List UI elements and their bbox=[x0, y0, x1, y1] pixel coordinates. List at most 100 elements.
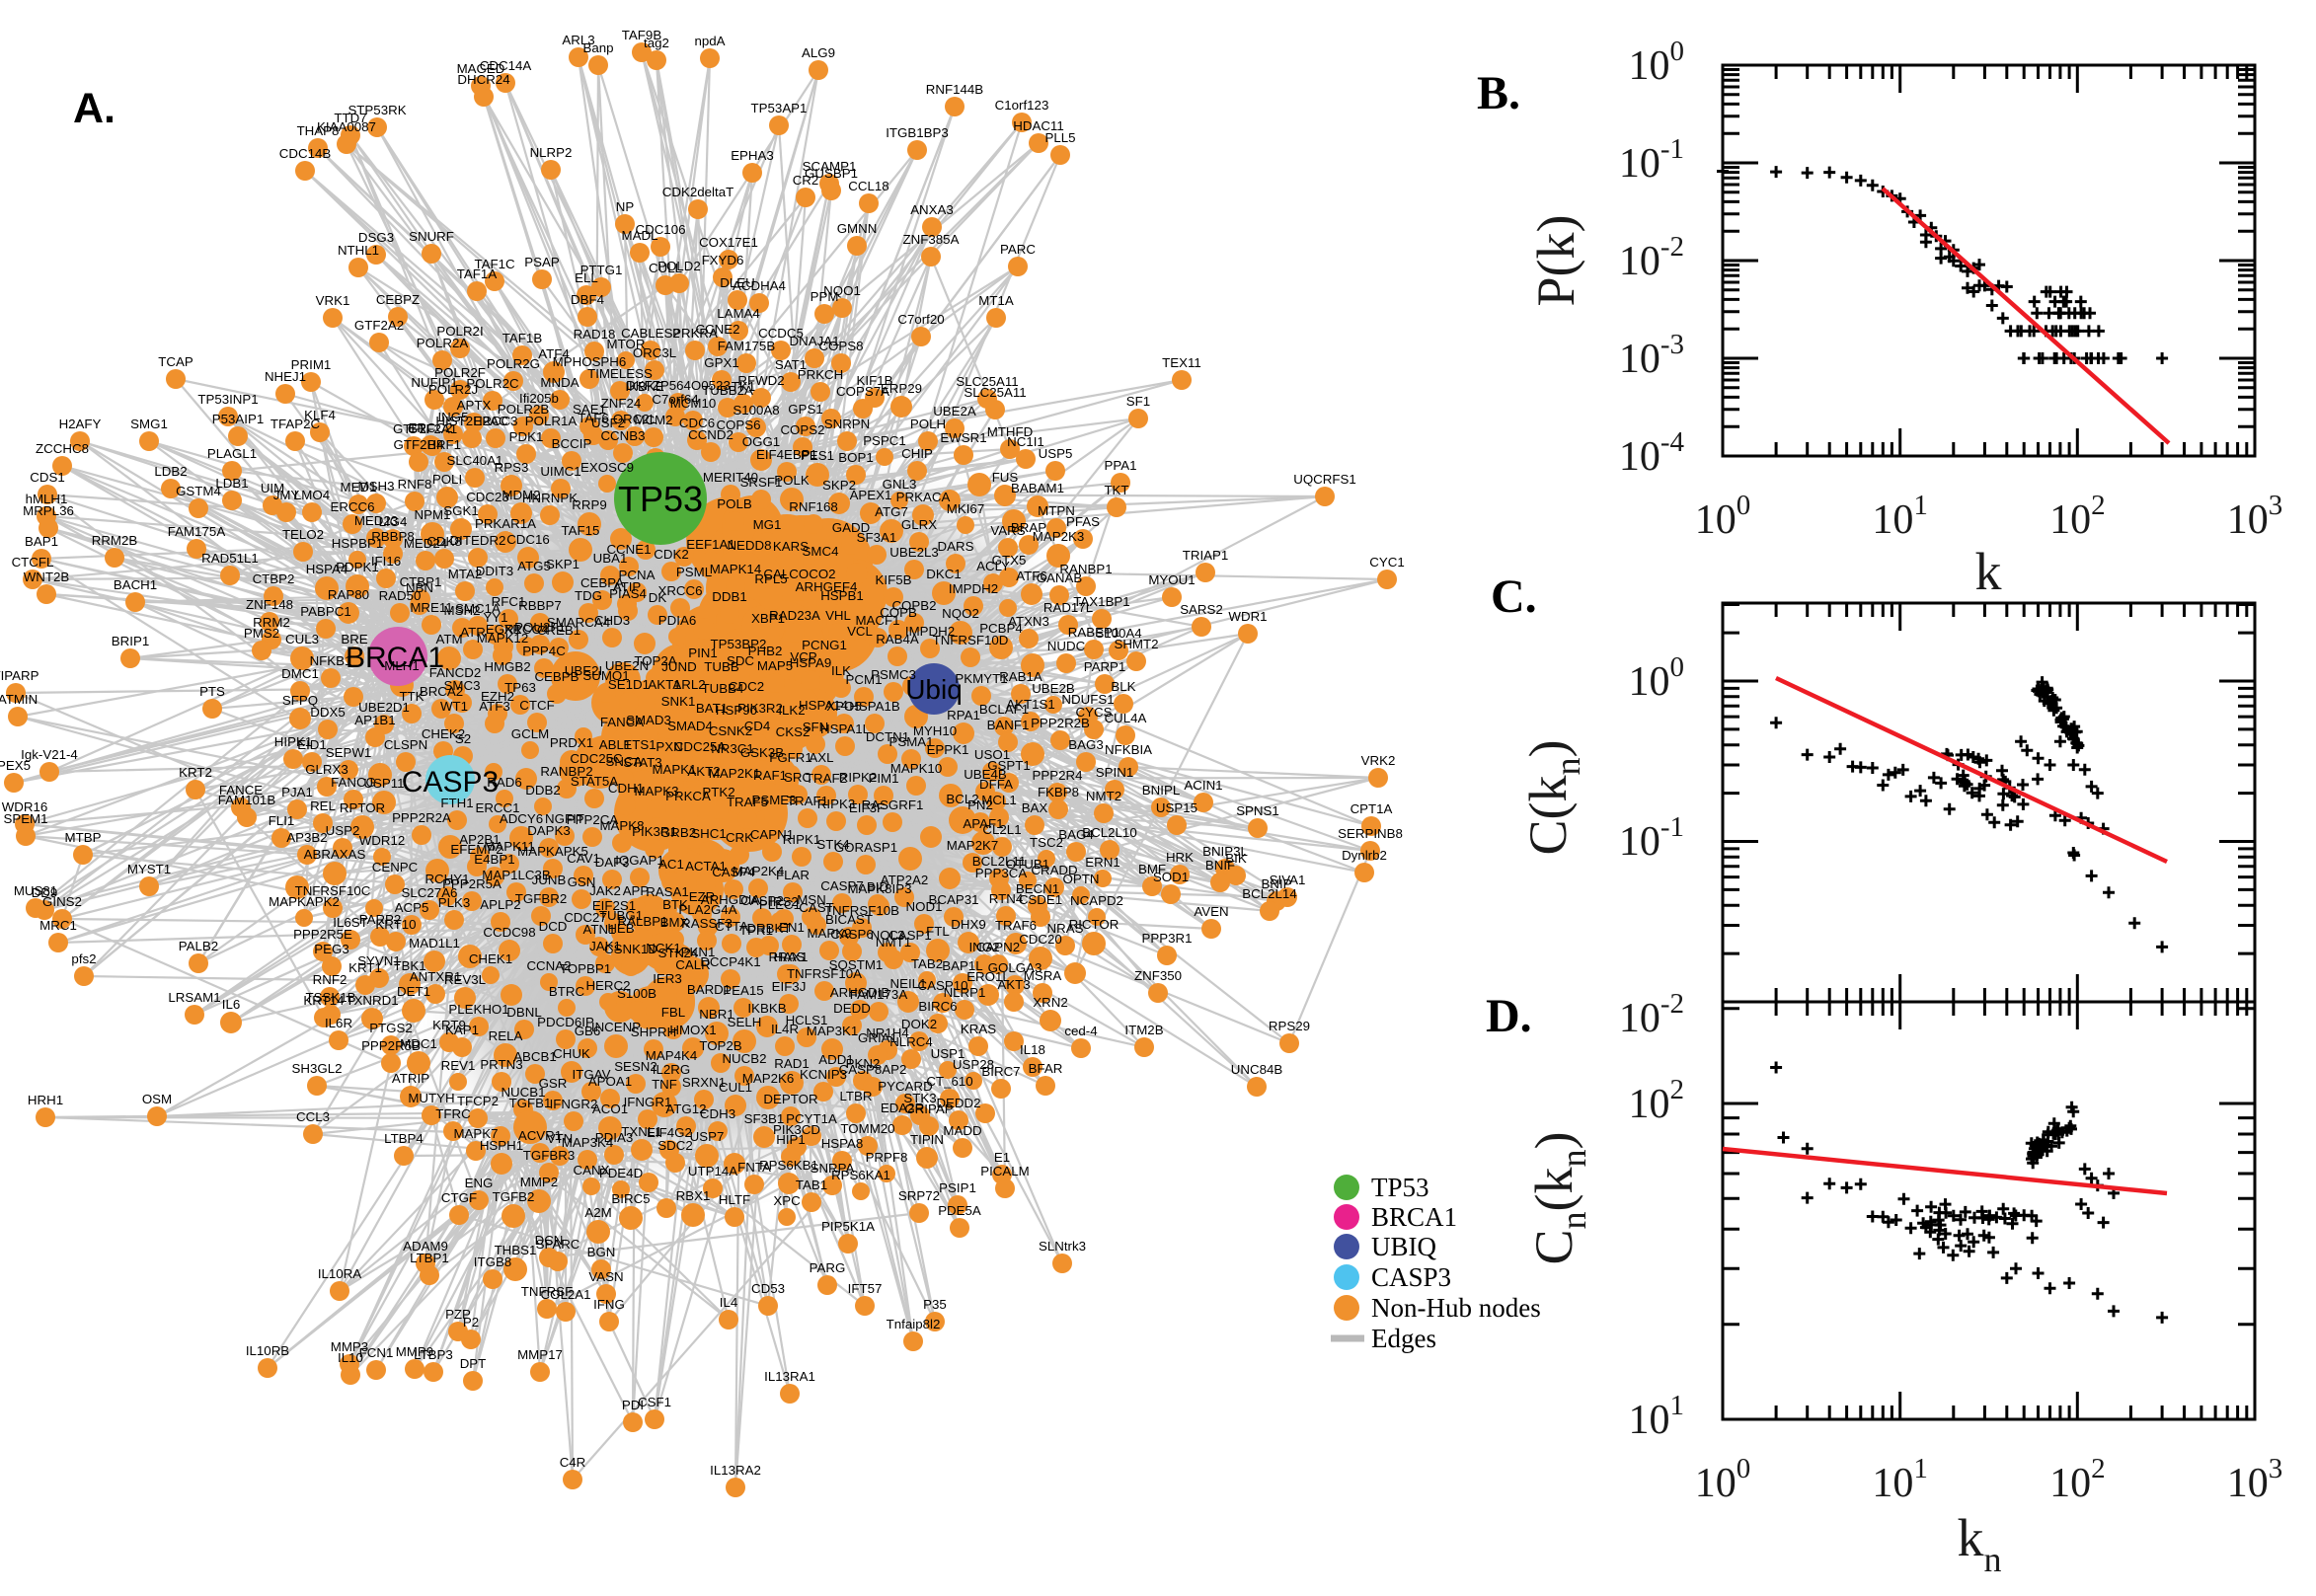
svg-text:DD9: DD9 bbox=[32, 885, 58, 900]
svg-text:RASA1: RASA1 bbox=[646, 884, 689, 899]
svg-text:TOPBP1: TOPBP1 bbox=[560, 961, 611, 976]
svg-text:COPS2: COPS2 bbox=[780, 422, 824, 437]
svg-text:THBS1: THBS1 bbox=[495, 1243, 537, 1257]
svg-text:IMPDH2: IMPDH2 bbox=[905, 624, 955, 639]
svg-text:KIF1B: KIF1B bbox=[857, 373, 893, 388]
svg-text:ILK2: ILK2 bbox=[778, 703, 805, 718]
svg-text:COL2A1: COL2A1 bbox=[541, 1287, 591, 1302]
svg-text:DCN: DCN bbox=[535, 1233, 564, 1248]
svg-text:NCK1: NCK1 bbox=[646, 941, 680, 955]
svg-text:NLRP2: NLRP2 bbox=[530, 145, 573, 160]
svg-text:CKS2: CKS2 bbox=[776, 724, 811, 739]
svg-text:SEPW1: SEPW1 bbox=[326, 745, 372, 760]
svg-text:SMC1A: SMC1A bbox=[455, 601, 501, 616]
svg-text:FAM175B: FAM175B bbox=[718, 339, 776, 353]
svg-text:PDIA6: PDIA6 bbox=[658, 613, 696, 628]
svg-text:RAD50: RAD50 bbox=[379, 588, 422, 603]
svg-text:NLRP1: NLRP1 bbox=[944, 985, 986, 1000]
svg-text:TGFB1: TGFB1 bbox=[509, 1096, 552, 1110]
svg-text:GINS2: GINS2 bbox=[42, 894, 82, 909]
svg-text:SQSTM1: SQSTM1 bbox=[829, 957, 884, 972]
svg-text:EID1: EID1 bbox=[297, 737, 327, 752]
svg-text:CSNK1D: CSNK1D bbox=[604, 942, 657, 956]
svg-text:ORC2L: ORC2L bbox=[613, 412, 656, 426]
svg-text:RNF144B: RNF144B bbox=[926, 82, 984, 97]
svg-text:LTBP3: LTBP3 bbox=[414, 1347, 453, 1362]
svg-text:MPHOSPH6: MPHOSPH6 bbox=[553, 354, 627, 369]
svg-text:PKN2: PKN2 bbox=[846, 1056, 881, 1071]
svg-text:MTBP: MTBP bbox=[65, 830, 102, 845]
svg-text:KCNIP3: KCNIP3 bbox=[800, 1067, 847, 1082]
svg-text:TELO2: TELO2 bbox=[282, 527, 324, 542]
svg-text:ced-4: ced-4 bbox=[1064, 1024, 1097, 1038]
svg-text:B.: B. bbox=[1477, 67, 1520, 119]
svg-text:KIF5B: KIF5B bbox=[876, 572, 912, 587]
svg-text:NC1I1: NC1I1 bbox=[1007, 434, 1044, 449]
svg-text:PLEKHO1: PLEKHO1 bbox=[448, 1002, 508, 1017]
svg-text:NBN: NBN bbox=[406, 580, 433, 595]
svg-text:SYVN1: SYVN1 bbox=[357, 953, 401, 968]
svg-text:Cn(kn): Cn(kn) bbox=[1524, 1132, 1593, 1265]
svg-text:POU2F1: POU2F1 bbox=[514, 620, 566, 635]
svg-text:TNF: TNF bbox=[652, 1077, 677, 1092]
svg-text:FAM173A: FAM173A bbox=[850, 987, 908, 1002]
svg-text:PXN: PXN bbox=[656, 739, 682, 754]
svg-text:MERIT40: MERIT40 bbox=[703, 470, 758, 485]
svg-text:JUND: JUND bbox=[661, 659, 696, 674]
svg-text:TRAF1: TRAF1 bbox=[787, 794, 828, 808]
svg-text:HSPA1L: HSPA1L bbox=[820, 722, 870, 736]
svg-text:COPB2: COPB2 bbox=[891, 598, 936, 613]
svg-text:KRT14: KRT14 bbox=[303, 993, 344, 1008]
svg-text:ABL1: ABL1 bbox=[599, 737, 632, 752]
svg-text:ARHGEF4: ARHGEF4 bbox=[796, 579, 858, 594]
svg-text:STP53RK: STP53RK bbox=[347, 103, 406, 117]
svg-text:HSPA9: HSPA9 bbox=[790, 655, 832, 670]
svg-text:DRBKT: DRBKT bbox=[746, 921, 791, 936]
svg-text:PIP5K1A: PIP5K1A bbox=[821, 1219, 875, 1234]
svg-text:PIM1: PIM1 bbox=[868, 771, 898, 786]
svg-text:JAK1: JAK1 bbox=[589, 939, 621, 953]
svg-text:PSIP1: PSIP1 bbox=[939, 1180, 976, 1195]
svg-text:IQGAP1: IQGAP1 bbox=[615, 853, 664, 868]
svg-text:SHMT2: SHMT2 bbox=[1114, 637, 1158, 651]
svg-text:MAP1LC3B: MAP1LC3B bbox=[482, 868, 551, 882]
svg-text:Edges: Edges bbox=[1371, 1324, 1436, 1353]
svg-text:IFI16: IFI16 bbox=[371, 554, 401, 569]
svg-text:POLI: POLI bbox=[432, 472, 462, 487]
svg-text:PRTN3: PRTN3 bbox=[480, 1057, 522, 1072]
svg-text:BRCA1: BRCA1 bbox=[346, 642, 444, 674]
svg-text:k: k bbox=[1975, 542, 2002, 601]
svg-text:KRT10: KRT10 bbox=[375, 917, 416, 932]
svg-text:TDG: TDG bbox=[575, 588, 602, 603]
svg-text:CALR: CALR bbox=[675, 957, 710, 972]
svg-text:POLR2I: POLR2I bbox=[436, 324, 483, 339]
svg-text:PPP3CA: PPP3CA bbox=[975, 866, 1028, 880]
svg-text:RASGRF1: RASGRF1 bbox=[862, 798, 924, 812]
svg-text:SNRPN: SNRPN bbox=[824, 417, 871, 431]
svg-text:KRT2: KRT2 bbox=[179, 765, 212, 780]
svg-text:S100A4: S100A4 bbox=[1095, 626, 1141, 641]
svg-text:GB6: GB6 bbox=[575, 1024, 601, 1038]
svg-text:TFCP2: TFCP2 bbox=[457, 1094, 499, 1108]
svg-text:ZNF148: ZNF148 bbox=[246, 597, 293, 612]
svg-text:TP53INP1: TP53INP1 bbox=[197, 392, 258, 407]
svg-text:CTTA: CTTA bbox=[715, 919, 748, 934]
svg-text:RRAS: RRAS bbox=[769, 950, 806, 964]
svg-text:IL4R: IL4R bbox=[771, 1022, 799, 1036]
svg-text:SNRPA: SNRPA bbox=[811, 1161, 855, 1176]
svg-text:TNFRSF10B: TNFRSF10B bbox=[824, 903, 899, 918]
svg-text:PRPF8: PRPF8 bbox=[866, 1150, 908, 1165]
svg-text:ATRIP: ATRIP bbox=[392, 1071, 429, 1086]
svg-text:PPP2R2B: PPP2R2B bbox=[1031, 716, 1090, 730]
svg-text:SMAD4: SMAD4 bbox=[667, 719, 713, 733]
svg-text:A.: A. bbox=[73, 85, 116, 132]
svg-text:HSPBP1: HSPBP1 bbox=[332, 536, 383, 551]
svg-text:TAB1: TAB1 bbox=[796, 1178, 827, 1192]
svg-text:GTF2A2: GTF2A2 bbox=[354, 318, 404, 333]
svg-text:S100A8: S100A8 bbox=[733, 403, 779, 418]
svg-text:CSNK2: CSNK2 bbox=[709, 723, 752, 738]
svg-text:VARS: VARS bbox=[990, 523, 1025, 538]
svg-text:DLEU: DLEU bbox=[720, 275, 754, 290]
svg-text:AKT3: AKT3 bbox=[997, 977, 1030, 992]
svg-text:USP7: USP7 bbox=[690, 1129, 725, 1144]
